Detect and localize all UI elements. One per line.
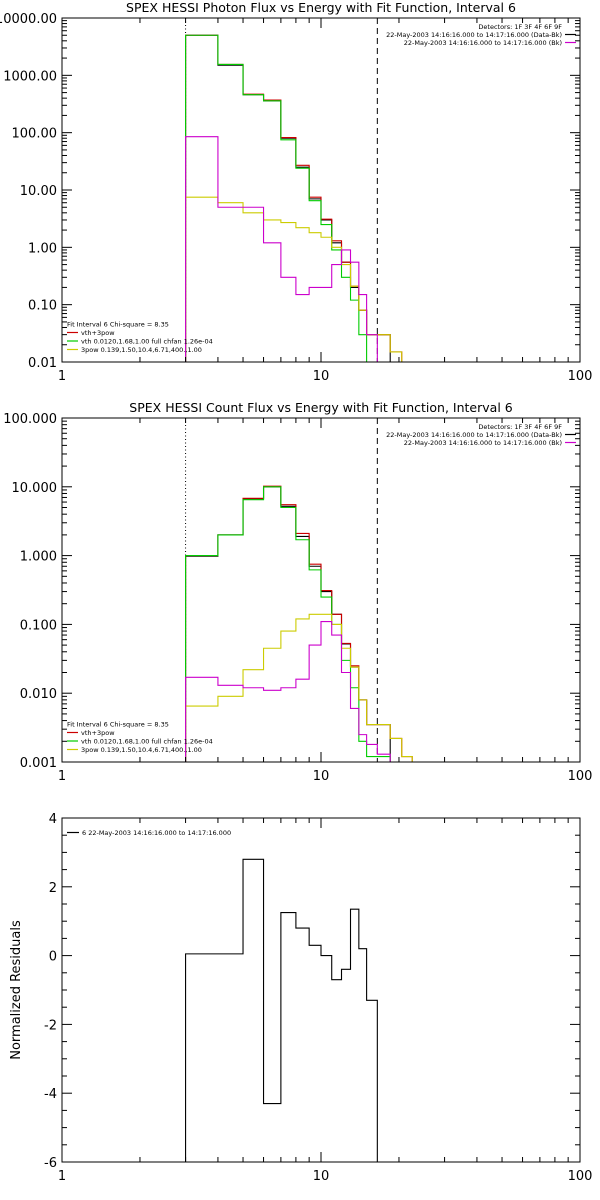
legend-entry: 3pow 0.139,1.50,10.4,6.71,400.,1.00 (81, 746, 202, 754)
chart-panel-3: 1 10 100 -6 -4 -2 0 2 4 Normalized Residuals 6 22-… (9, 812, 592, 1184)
x-tick-label: 1 (58, 369, 66, 384)
y-tick-label: 100.00 (12, 127, 58, 142)
y-tick-label: 10.00 (20, 184, 57, 199)
series-line-1 (185, 486, 391, 762)
y-tick-label: 0.10 (28, 299, 57, 314)
legend-entry: Fit Interval 6 Chi-square = 8.35 (67, 721, 169, 729)
series-line-3 (185, 34, 391, 362)
y-tick-label: 0.100 (20, 618, 57, 633)
chart-title: SPEX HESSI Photon Flux vs Energy with Fi… (126, 0, 516, 15)
x-axis: 1 10 100 (58, 818, 593, 1184)
legend-entry: vth+3pow (81, 729, 115, 737)
y-tick-label: 10000.00 (0, 12, 57, 27)
legend-bottom-left: Fit Interval 6 Chi-square = 8.35vth+3pow… (67, 321, 213, 354)
x-tick-label: 1 (58, 769, 66, 784)
series-line-4 (185, 613, 413, 762)
series-line-2 (185, 34, 413, 362)
legend-entry: vth+3pow (81, 329, 115, 337)
y-tick-label: 2 (49, 881, 57, 896)
legend-bottom-left: Fit Interval 6 Chi-square = 8.35vth+3pow… (67, 721, 213, 754)
y-axis: -6 -4 -2 0 2 4 (44, 812, 580, 1171)
legend-entry: vth 0.0120,1.68,1.00 full chfan 1.26e-04 (81, 338, 213, 346)
plot-frame (61, 17, 581, 363)
legend: 6 22-May-2003 14:16:16.000 to 14:17:16.0… (67, 829, 231, 837)
series-line-3 (185, 486, 391, 762)
x-tick-label: 10 (313, 769, 330, 784)
y-tick-label: -4 (44, 1087, 57, 1102)
legend-entry: 22-May-2003 14:16:16.000 to 14:17:16.000… (386, 31, 562, 39)
x-tick-label: 100 (568, 1169, 593, 1184)
legend-entry: 3pow 0.139,1.50,10.4,6.71,400.,1.00 (81, 346, 202, 354)
series-group (185, 858, 378, 1162)
y-tick-label: 10.000 (12, 481, 58, 496)
y-tick-label: 1000.00 (3, 69, 57, 84)
x-tick-label: 100 (568, 369, 593, 384)
y-axis: 0.001 0.010 0.100 1.000 10.000 100.000 (3, 412, 580, 771)
y-tick-label: 4 (49, 812, 57, 827)
legend-entry: 22-May-2003 14:16:16.000 to 14:17:16.000… (386, 431, 562, 439)
legend-entry: vth 0.0120,1.68,1.00 full chfan 1.26e-04 (81, 738, 213, 746)
x-tick-label: 100 (568, 769, 593, 784)
chart-panel-1: SPEX HESSI Photon Flux vs Energy with Fi… (0, 0, 592, 384)
series-line-4 (185, 196, 413, 362)
legend-entry: 6 22-May-2003 14:16:16.000 to 14:17:16.0… (82, 829, 231, 837)
y-tick-label: 0 (49, 950, 57, 965)
y-tick-label: 0.010 (20, 687, 57, 702)
y-tick-label: 100.000 (3, 412, 57, 427)
legend-entry: Fit Interval 6 Chi-square = 8.35 (67, 321, 169, 329)
x-tick-label: 10 (313, 1169, 330, 1184)
y-axis-label: Normalized Residuals (9, 920, 24, 1060)
plot-frame (61, 817, 581, 1163)
legend-entry: 22-May-2003 14:16:16.000 to 14:17:16.000… (404, 439, 562, 447)
y-tick-label: 0.001 (20, 756, 57, 771)
series-line-5 (185, 621, 391, 762)
legend-entry: 22-May-2003 14:16:16.000 to 14:17:16.000… (404, 39, 562, 47)
x-tick-label: 1 (58, 1169, 66, 1184)
chart-title: SPEX HESSI Count Flux vs Energy with Fit… (129, 400, 512, 415)
series-line-5 (185, 136, 391, 362)
series-line-2 (185, 485, 413, 762)
series-line-1 (185, 858, 378, 1162)
y-tick-label: -2 (44, 1018, 57, 1033)
y-tick-label: 1.00 (28, 241, 57, 256)
y-tick-label: -6 (44, 1156, 57, 1171)
y-tick-label: 0.01 (28, 356, 57, 371)
series-group (185, 485, 413, 762)
chart-panel-2: SPEX HESSI Count Flux vs Energy with Fit… (3, 400, 592, 784)
series-line-1 (185, 34, 391, 362)
y-axis: 0.01 0.10 1.00 10.00 100.00 1000.00 10000.00 (0, 12, 580, 371)
x-axis: 1 10 100 (58, 18, 593, 384)
series-group (185, 34, 413, 362)
legend-entry: Detectors: 1F 3F 4F 6F 9F (478, 23, 562, 31)
y-tick-label: 1.000 (20, 550, 57, 565)
legend-entry: Detectors: 1F 3F 4F 6F 9F (478, 423, 562, 431)
x-tick-label: 10 (313, 369, 330, 384)
x-axis: 1 10 100 (58, 418, 593, 784)
